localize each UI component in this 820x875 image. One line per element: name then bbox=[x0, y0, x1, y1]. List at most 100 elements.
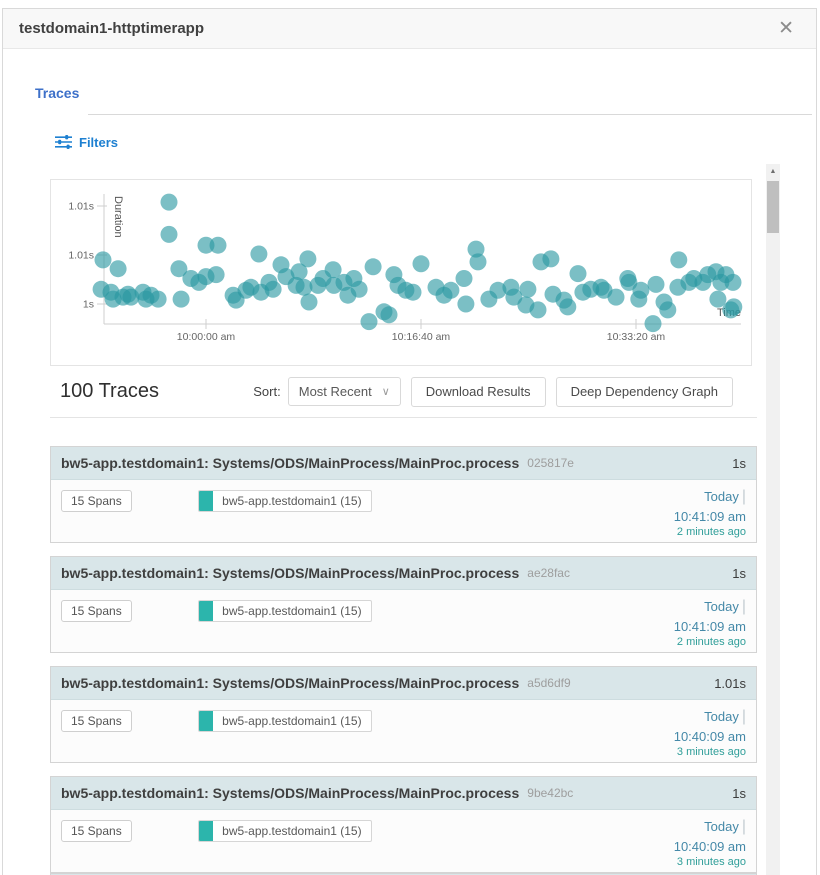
tab-traces[interactable]: Traces bbox=[35, 85, 79, 101]
scrollbar-thumb[interactable] bbox=[767, 181, 779, 233]
trace-viewer-page: testdomain1-httptimerapp ✕ Traces Filter… bbox=[0, 0, 820, 875]
service-tag: bw5-app.testdomain1 (15) bbox=[198, 600, 371, 622]
filters-button[interactable]: Filters bbox=[55, 134, 118, 150]
service-tag-label: bw5-app.testdomain1 (15) bbox=[213, 601, 370, 621]
trace-point[interactable] bbox=[470, 253, 487, 270]
modal-title: testdomain1-httptimerapp bbox=[19, 20, 204, 37]
trace-point[interactable] bbox=[542, 250, 559, 267]
trace-point[interactable] bbox=[299, 250, 316, 267]
y-tick-label: 1s bbox=[83, 299, 94, 311]
trace-point[interactable] bbox=[559, 298, 576, 315]
trace-point[interactable] bbox=[632, 282, 649, 299]
duration-scatter-svg[interactable]: Duration Time 10:00:00 am10:16:40 am10:3… bbox=[51, 180, 753, 367]
trace-card[interactable]: bw5-app.testdomain1: Systems/ODS/MainPro… bbox=[50, 666, 757, 763]
service-tag-label: bw5-app.testdomain1 (15) bbox=[213, 491, 370, 511]
trace-time: 10:40:09 am bbox=[674, 838, 746, 856]
trace-point[interactable] bbox=[250, 246, 267, 263]
trace-time: 10:40:09 am bbox=[674, 728, 746, 746]
trace-date: Today bbox=[704, 599, 739, 614]
trace-card-body: 15 Spans bw5-app.testdomain1 (15) Today|… bbox=[51, 700, 756, 762]
trace-point[interactable] bbox=[725, 298, 742, 315]
trace-point[interactable] bbox=[301, 294, 318, 311]
trace-card-header: bw5-app.testdomain1: Systems/ODS/MainPro… bbox=[51, 447, 756, 480]
trace-id: 025817e bbox=[527, 456, 574, 470]
trace-point[interactable] bbox=[365, 258, 382, 275]
trace-relative-time: 2 minutes ago bbox=[674, 635, 746, 650]
trace-card-body: 15 Spans bw5-app.testdomain1 (15) Today|… bbox=[51, 590, 756, 652]
trace-point[interactable] bbox=[648, 276, 665, 293]
modal-header: testdomain1-httptimerapp ✕ bbox=[3, 9, 816, 49]
results-controls: Sort: Most Recent ∨ Download Results Dee… bbox=[253, 377, 733, 407]
trace-point[interactable] bbox=[413, 255, 430, 272]
scrollbar-track[interactable]: ▲ bbox=[766, 164, 780, 875]
trace-title: bw5-app.testdomain1: Systems/ODS/MainPro… bbox=[61, 565, 519, 581]
trace-time-block: Today| 10:40:09 am 3 minutes ago bbox=[674, 706, 746, 760]
duration-scatter-chart: Duration Time 10:00:00 am10:16:40 am10:3… bbox=[50, 179, 752, 366]
download-results-button[interactable]: Download Results bbox=[411, 377, 546, 407]
trace-point[interactable] bbox=[457, 296, 474, 313]
trace-card[interactable]: bw5-app.testdomain1: Systems/ODS/MainPro… bbox=[50, 776, 757, 873]
trace-point[interactable] bbox=[670, 251, 687, 268]
trace-point[interactable] bbox=[645, 315, 662, 332]
trace-duration: 1.01s bbox=[714, 676, 746, 691]
service-tag-label: bw5-app.testdomain1 (15) bbox=[213, 711, 370, 731]
deep-dependency-graph-button[interactable]: Deep Dependency Graph bbox=[556, 377, 733, 407]
trace-card[interactable]: bw5-app.testdomain1: Systems/ODS/MainPro… bbox=[50, 556, 757, 653]
trace-point[interactable] bbox=[161, 226, 178, 243]
trace-point[interactable] bbox=[381, 306, 398, 323]
trace-point[interactable] bbox=[161, 194, 178, 211]
trace-duration: 1s bbox=[732, 456, 746, 471]
trace-point[interactable] bbox=[519, 281, 536, 298]
span-count-chip: 15 Spans bbox=[61, 490, 132, 512]
trace-time-block: Today| 10:40:09 am 3 minutes ago bbox=[674, 816, 746, 870]
service-color-swatch bbox=[199, 491, 213, 511]
trace-point[interactable] bbox=[265, 281, 282, 298]
trace-point[interactable] bbox=[361, 313, 378, 330]
trace-point[interactable] bbox=[351, 281, 368, 298]
trace-card-header: bw5-app.testdomain1: Systems/ODS/MainPro… bbox=[51, 667, 756, 700]
trace-card[interactable]: bw5-app.testdomain1: Systems/ODS/MainPro… bbox=[50, 446, 757, 543]
chevron-down-icon: ∨ bbox=[382, 385, 390, 398]
trace-point[interactable] bbox=[442, 282, 459, 299]
trace-point[interactable] bbox=[150, 291, 167, 308]
trace-id: ae28fac bbox=[527, 566, 570, 580]
trace-time-block: Today| 10:41:09 am 2 minutes ago bbox=[674, 486, 746, 540]
trace-point[interactable] bbox=[208, 266, 225, 283]
trace-duration: 1s bbox=[732, 786, 746, 801]
trace-title: bw5-app.testdomain1: Systems/ODS/MainPro… bbox=[61, 675, 519, 691]
y-tick-label: 1.01s bbox=[68, 250, 94, 262]
trace-point[interactable] bbox=[530, 301, 547, 318]
filters-label: Filters bbox=[79, 135, 118, 150]
sort-label: Sort: bbox=[253, 384, 280, 399]
trace-time-block: Today| 10:41:09 am 2 minutes ago bbox=[674, 596, 746, 650]
trace-point[interactable] bbox=[456, 270, 473, 287]
sliders-icon bbox=[55, 134, 72, 150]
trace-point[interactable] bbox=[110, 260, 127, 277]
trace-point[interactable] bbox=[405, 284, 422, 301]
trace-point[interactable] bbox=[608, 289, 625, 306]
trace-time: 10:41:09 am bbox=[674, 618, 746, 636]
trace-point[interactable] bbox=[210, 237, 227, 254]
trace-title: bw5-app.testdomain1: Systems/ODS/MainPro… bbox=[61, 455, 519, 471]
trace-duration: 1s bbox=[732, 566, 746, 581]
tab-divider bbox=[88, 114, 812, 115]
trace-date: Today bbox=[704, 819, 739, 834]
trace-point[interactable] bbox=[725, 274, 742, 291]
trace-point[interactable] bbox=[659, 301, 676, 318]
sort-select[interactable]: Most Recent ∨ bbox=[288, 377, 401, 406]
close-icon[interactable]: ✕ bbox=[772, 17, 800, 40]
trace-modal: testdomain1-httptimerapp ✕ Traces Filter… bbox=[2, 8, 817, 875]
trace-point[interactable] bbox=[173, 291, 190, 308]
trace-time: 10:41:09 am bbox=[674, 508, 746, 526]
time-separator: | bbox=[742, 818, 746, 835]
span-count-chip: 15 Spans bbox=[61, 710, 132, 732]
x-tick-label: 10:00:00 am bbox=[177, 331, 236, 343]
service-tag-label: bw5-app.testdomain1 (15) bbox=[213, 821, 370, 841]
scroll-up-icon[interactable]: ▲ bbox=[766, 164, 780, 179]
service-color-swatch bbox=[199, 711, 213, 731]
trace-point[interactable] bbox=[95, 251, 112, 268]
x-tick-label: 10:16:40 am bbox=[392, 331, 451, 343]
service-color-swatch bbox=[199, 601, 213, 621]
service-tag: bw5-app.testdomain1 (15) bbox=[198, 820, 371, 842]
trace-point[interactable] bbox=[570, 265, 587, 282]
